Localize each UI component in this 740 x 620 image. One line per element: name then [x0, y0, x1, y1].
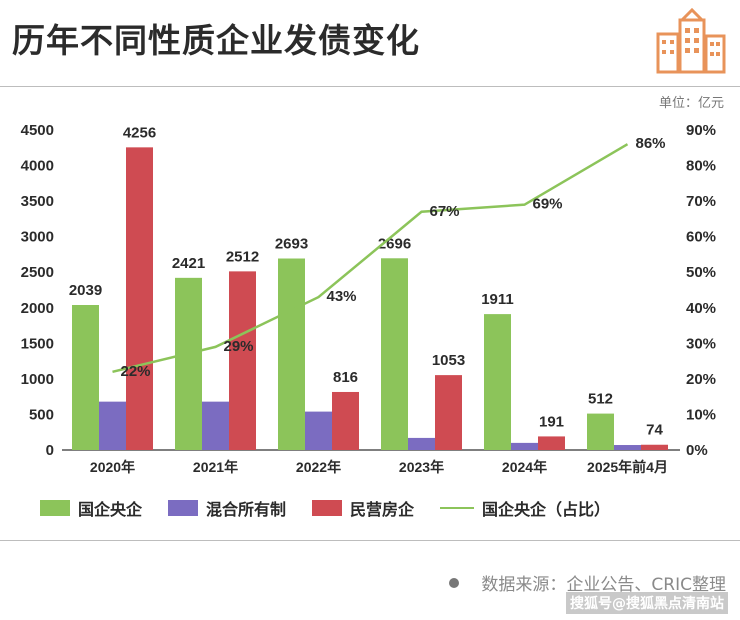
y-tick-label: 500: [29, 406, 54, 423]
x-tick-label: 2022年: [296, 459, 341, 475]
share-label: 67%: [430, 203, 460, 220]
bottom-divider: [0, 540, 740, 541]
share-label: 43%: [327, 288, 357, 305]
legend-swatch-soe: [40, 500, 70, 516]
bullet-dot-icon: [449, 577, 460, 588]
bar-0: [484, 314, 511, 450]
bar-2: [538, 436, 565, 450]
bar-0: [72, 305, 99, 450]
legend-item-private: 民营房企: [312, 496, 414, 520]
share-label: 22%: [121, 363, 151, 380]
bar-value-label: 2421: [172, 255, 205, 272]
y2-tick-label: 30%: [686, 335, 716, 352]
y2-tick-label: 60%: [686, 229, 716, 246]
bar-1: [511, 442, 538, 450]
y2-tick-label: 20%: [686, 371, 716, 388]
bar-0: [175, 277, 202, 450]
legend-label-share: 国企央企（占比）: [482, 500, 611, 519]
bar-value-label: 1053: [432, 352, 465, 369]
bar-value-label: 2512: [226, 248, 259, 265]
legend-swatch-mixed: [168, 500, 199, 516]
bar-1: [614, 445, 641, 450]
y2-tick-label: 90%: [686, 122, 716, 139]
legend-item-mixed: 混合所有制: [168, 496, 286, 520]
bar-1: [305, 411, 332, 450]
bar-value-label: 2693: [275, 235, 308, 252]
legend-swatch-share-line: [440, 507, 475, 509]
unit-label: 单位：亿元: [658, 96, 724, 111]
bar-0: [381, 258, 408, 450]
y2-tick-label: 10%: [686, 406, 716, 423]
y-tick-label: 3000: [21, 229, 54, 246]
bar-value-label: 816: [333, 369, 358, 386]
bar-2: [126, 147, 153, 450]
bar-value-label: 191: [539, 413, 564, 430]
x-tick-label: 2024年: [502, 459, 547, 475]
bar-value-label: 512: [588, 391, 613, 408]
chart-title: 历年不同性质企业发债变化: [12, 21, 420, 60]
share-label: 29%: [224, 338, 254, 355]
bar-2: [229, 271, 256, 450]
x-tick-label: 2020年: [90, 459, 135, 475]
y-tick-label: 1000: [21, 371, 54, 388]
y-tick-label: 2500: [21, 264, 54, 281]
y-tick-label: 3500: [21, 193, 54, 210]
legend-label-soe: 国企央企: [78, 500, 143, 519]
y2-tick-label: 0%: [686, 442, 708, 459]
bar-line-chart: 0 500 1000 1500 2000 2500 3000 3500 4000 4500 0% 10…: [21, 122, 716, 475]
bar-0: [278, 258, 305, 450]
x-tick-label: 2021年: [193, 459, 238, 475]
bar-value-label: 1911: [481, 291, 514, 308]
legend: 国企央企 混合所有制 民营房企 国企央企（占比）: [40, 496, 610, 520]
bar-value-label: 4256: [123, 124, 156, 141]
y-tick-label: 2000: [21, 300, 54, 317]
watermark-credit: 搜狐号@搜狐黑点清南站: [566, 592, 728, 614]
bar-1: [408, 437, 435, 450]
bar-1: [202, 401, 229, 450]
share-label: 86%: [636, 135, 666, 152]
y-tick-label: 4000: [21, 158, 54, 175]
building-logo-icon: [656, 7, 726, 74]
y2-tick-label: 70%: [686, 193, 716, 210]
bar-2: [641, 444, 668, 450]
share-line: [112, 143, 629, 373]
legend-label-private: 民营房企: [350, 500, 415, 519]
bar-value-label: 74: [646, 422, 663, 439]
bar-1: [99, 401, 126, 450]
legend-label-mixed: 混合所有制: [206, 500, 287, 519]
bar-2: [435, 375, 462, 450]
x-tick-label: 2023年: [399, 459, 444, 475]
top-divider: [0, 86, 740, 87]
y2-tick-label: 50%: [686, 264, 716, 281]
y-tick-label: 1500: [21, 335, 54, 352]
y-tick-label: 4500: [21, 122, 54, 139]
legend-item-soe: 国企央企: [40, 496, 142, 520]
bar-value-label: 2039: [69, 282, 102, 299]
bar-0: [587, 413, 614, 450]
legend-item-share: 国企央企（占比）: [440, 496, 610, 520]
share-label: 69%: [533, 196, 563, 213]
source-text: 数据来源：企业公告、CRIC整理: [481, 575, 726, 595]
y2-tick-label: 80%: [686, 158, 716, 175]
y2-tick-label: 40%: [686, 300, 716, 317]
bar-2: [332, 391, 359, 450]
y-tick-label: 0: [46, 442, 54, 459]
x-tick-label: 2025年前4月: [587, 459, 668, 475]
source-note: 数据来源：企业公告、CRIC整理: [449, 570, 726, 595]
legend-swatch-private: [312, 500, 343, 516]
